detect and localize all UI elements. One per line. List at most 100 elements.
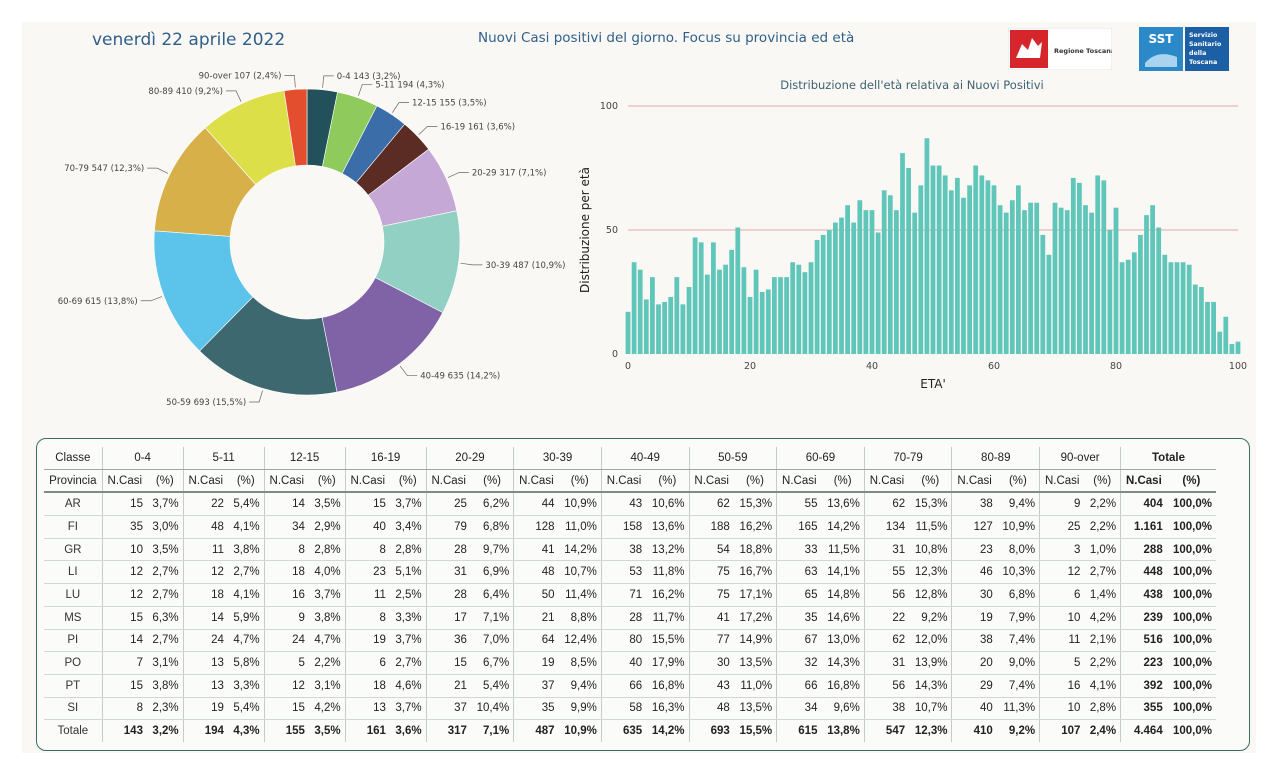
pct-cell: 5,9% [227, 606, 265, 630]
histogram-bar [955, 177, 960, 354]
sst-logo: SST Servizio Sanitario della Toscana [1139, 27, 1229, 71]
ncasi-cell: 448 [1120, 560, 1167, 585]
ncasi-cell: 34 [263, 515, 309, 539]
table-header-classes: Classe 0-4 5-11 12-15 16-19 20-29 30-39 40-49 50… [44, 447, 1216, 470]
histogram-bar [723, 264, 728, 354]
ncasi-cell: 15 [101, 674, 147, 698]
ncasi-cell: 15 [344, 492, 390, 517]
ncasi-cell: 16 [263, 583, 309, 607]
age-class-header: Totale [1120, 447, 1216, 470]
pct-cell: 3,5% [308, 719, 346, 742]
pct-cell: 13,8% [821, 719, 865, 742]
pct-cell: 3,4% [389, 515, 427, 539]
ncasi-cell: 404 [1120, 492, 1167, 517]
pct-cell: 4,1% [227, 515, 265, 539]
ncasi-cell: 38 [863, 697, 910, 721]
ncasi-cell: 41 [513, 538, 559, 562]
ncasi-cell: 10 [1039, 606, 1085, 630]
ncasi-cell: 9 [263, 606, 309, 630]
pct-cell: 11,8% [646, 560, 690, 585]
histogram-bar [1095, 175, 1101, 354]
table-row: LU 12 2,7% 18 4,1% 16 3,7% 11 2,5% 28 6,4% 50 11,4% 7… [44, 583, 1216, 607]
pct-cell: 13,5% [733, 697, 777, 721]
histogram-bar [875, 232, 881, 354]
histogram-bar [1192, 284, 1198, 354]
pct-cell: 16,2% [733, 515, 777, 539]
pct-cell: 11,4% [558, 583, 602, 607]
pct-cell: 5,8% [227, 651, 265, 675]
ncasi-cell: 12 [263, 674, 309, 698]
ncasi-cell: 13 [182, 651, 228, 675]
ncasi-cell: 165 [776, 515, 822, 539]
pct-cell: 13,6% [646, 515, 690, 539]
histogram-bar [631, 262, 637, 354]
histogram-bar [948, 190, 954, 354]
ncasi-cell: 22 [863, 606, 910, 630]
histogram-bar [735, 227, 741, 354]
ncasi-cell: 8 [101, 697, 147, 721]
table-row: LI 12 2,7% 12 2,7% 18 4,0% 23 5,1% 31 6,9% 48 10,7% 5… [44, 560, 1216, 585]
ncasi-cell: 22 [182, 492, 228, 517]
pie-leader-line [447, 172, 469, 178]
histogram-bar [881, 190, 887, 354]
pct-header: (%) [470, 469, 514, 494]
x-tick-label: 60 [988, 361, 1000, 372]
pct-cell: 7,9% [996, 606, 1040, 630]
pct-cell: 100,0% [1166, 492, 1216, 517]
histogram-bar [1138, 234, 1143, 354]
histogram-bar [765, 289, 771, 354]
pct-cell: 2,9% [308, 515, 346, 539]
pct-cell: 4,6% [389, 674, 427, 698]
ncasi-cell: 487 [513, 719, 559, 742]
ncasi-cell: 16 [1039, 674, 1085, 698]
ncasi-cell: 13 [182, 674, 228, 698]
ncasi-cell: 4.464 [1120, 719, 1167, 742]
ncasi-header: N.Casi [600, 469, 647, 494]
histogram-bar [942, 175, 948, 354]
pct-header: (%) [389, 469, 427, 494]
pct-cell: 11,3% [996, 697, 1040, 721]
ncasi-cell: 11 [1039, 629, 1085, 653]
histogram-bar [643, 299, 649, 354]
ncasi-cell: 38 [951, 492, 997, 517]
ncasi-cell: 56 [863, 583, 910, 607]
pct-header: (%) [308, 469, 346, 494]
pct-cell: 14,2% [558, 538, 602, 562]
pct-cell: 13,2% [646, 538, 690, 562]
histogram-bar [1229, 344, 1235, 354]
histogram-bar [674, 277, 680, 354]
ncasi-cell: 516 [1120, 629, 1167, 653]
pie-slice [283, 88, 308, 167]
pct-cell: 2,3% [146, 697, 184, 721]
ncasi-header: N.Casi [513, 469, 559, 494]
pct-cell: 8,8% [558, 606, 602, 630]
ncasi-cell: 24 [263, 629, 309, 653]
ncasi-header: N.Casi [776, 469, 822, 494]
histogram-bar [680, 304, 686, 354]
histogram-bar [979, 175, 985, 354]
x-tick-label: 0 [625, 361, 631, 372]
histogram-title: Distribuzione dell'età relativa ai Nuovi… [780, 78, 1044, 92]
age-class-header: 70-79 [863, 447, 952, 470]
pct-header: (%) [821, 469, 865, 494]
histogram-bar [857, 200, 863, 354]
histogram-bar [717, 269, 722, 354]
pct-cell: 9,9% [558, 697, 602, 721]
histogram-bar [1028, 202, 1033, 354]
pct-cell: 8,5% [558, 651, 602, 675]
province-cell: AR [44, 492, 103, 517]
ncasi-cell: 15 [263, 697, 309, 721]
pct-cell: 10,7% [909, 697, 952, 721]
ncasi-cell: 40 [344, 515, 390, 539]
pie-leader-line [147, 167, 169, 174]
pct-cell: 6,4% [470, 583, 514, 607]
histogram-bar [1199, 287, 1204, 354]
ncasi-cell: 31 [425, 560, 471, 585]
age-class-header: 5-11 [182, 447, 265, 470]
histogram-bar [1168, 262, 1174, 354]
ncasi-cell: 14 [263, 492, 309, 517]
ncasi-cell: 48 [688, 697, 734, 721]
ncasi-cell: 62 [688, 492, 734, 517]
province-cell: LU [44, 583, 103, 607]
ncasi-cell: 5 [263, 651, 309, 675]
